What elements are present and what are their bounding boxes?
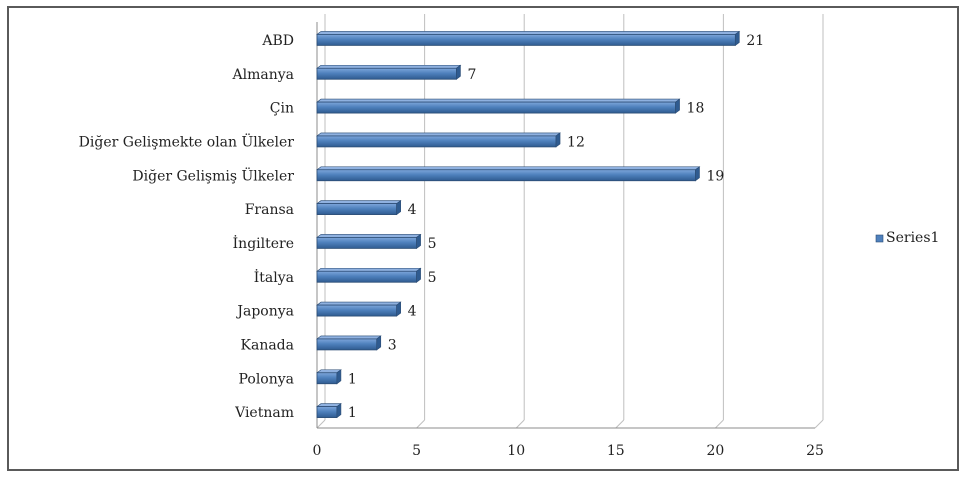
bar-front bbox=[316, 338, 378, 351]
data-label: 5 bbox=[428, 236, 437, 252]
category-label: İngiltere bbox=[233, 234, 294, 252]
bar-end bbox=[456, 64, 461, 80]
data-label: 12 bbox=[567, 134, 585, 150]
bars bbox=[316, 30, 741, 419]
bar-top bbox=[316, 64, 462, 69]
bar bbox=[316, 267, 422, 283]
category-label: İtalya bbox=[254, 268, 294, 286]
data-label: 4 bbox=[408, 304, 417, 320]
bar-front bbox=[316, 169, 696, 182]
bar-end bbox=[675, 98, 680, 114]
bar-front bbox=[316, 406, 338, 418]
bar-end bbox=[336, 369, 342, 385]
bar-end bbox=[735, 30, 740, 47]
category-label: Japonya bbox=[235, 304, 294, 320]
gridline-floor bbox=[715, 419, 724, 429]
category-label: ABD bbox=[261, 33, 294, 49]
bar bbox=[316, 402, 342, 419]
bar-top bbox=[316, 335, 382, 340]
gridline-floor bbox=[316, 419, 326, 429]
bar-front bbox=[316, 304, 398, 317]
bar-front bbox=[316, 135, 557, 148]
data-label: 18 bbox=[687, 101, 705, 117]
category-label: Fransa bbox=[245, 202, 294, 218]
x-tick-label: 10 bbox=[507, 443, 525, 459]
chart-frame bbox=[7, 6, 959, 471]
gridline-floor bbox=[615, 419, 625, 429]
bar-front bbox=[316, 270, 417, 283]
bar-end bbox=[416, 267, 421, 283]
bar-top bbox=[316, 267, 422, 272]
bar-top bbox=[316, 200, 402, 204]
data-label: 1 bbox=[348, 371, 357, 387]
bar-front bbox=[316, 372, 338, 385]
bar bbox=[316, 30, 741, 47]
legend: Series1 bbox=[875, 230, 939, 246]
legend-swatch bbox=[875, 234, 884, 243]
data-label: 1 bbox=[348, 405, 357, 421]
bar-top bbox=[316, 98, 681, 103]
bar-end bbox=[336, 402, 342, 419]
data-label: 21 bbox=[746, 33, 764, 49]
x-tick-label: 20 bbox=[706, 443, 724, 459]
data-label: 5 bbox=[428, 270, 437, 286]
bar bbox=[316, 166, 701, 182]
bar-end bbox=[376, 335, 382, 351]
gridlines bbox=[316, 14, 824, 429]
data-label: 19 bbox=[706, 168, 724, 184]
bar-top bbox=[316, 132, 561, 137]
data-label: 3 bbox=[388, 337, 397, 353]
x-tick-label: 15 bbox=[607, 443, 625, 459]
axes bbox=[316, 22, 815, 429]
category-label: Vietnam bbox=[234, 405, 294, 421]
gridline-floor bbox=[515, 419, 525, 429]
bar-end bbox=[396, 199, 401, 216]
x-tick-label: 5 bbox=[412, 443, 421, 459]
category-label: Diğer Gelişmiş Ülkeler bbox=[132, 166, 294, 184]
bar bbox=[316, 301, 402, 317]
gridline-floor bbox=[416, 419, 425, 429]
bar-end bbox=[555, 132, 561, 148]
bar-top bbox=[316, 166, 701, 171]
bar-top bbox=[316, 234, 422, 238]
gridline-floor bbox=[814, 419, 824, 429]
category-label: Polonya bbox=[239, 371, 294, 387]
bar bbox=[316, 369, 342, 385]
bar bbox=[316, 98, 681, 114]
bar-front bbox=[316, 67, 457, 80]
bar-top bbox=[316, 31, 741, 35]
legend-label: Series1 bbox=[886, 230, 939, 246]
category-label: Kanada bbox=[241, 337, 294, 353]
bar-front bbox=[316, 101, 676, 114]
x-tick-label: 0 bbox=[313, 443, 322, 459]
bar-front bbox=[316, 34, 736, 46]
bar-top bbox=[316, 301, 402, 306]
bar-end bbox=[416, 233, 421, 250]
bar-end bbox=[396, 301, 401, 317]
bar-end bbox=[695, 166, 700, 182]
category-label: Çin bbox=[270, 101, 294, 117]
bar-front bbox=[316, 237, 417, 249]
bar bbox=[316, 335, 382, 351]
data-label: 4 bbox=[408, 202, 417, 218]
bar bbox=[316, 199, 402, 216]
data-label: 7 bbox=[467, 67, 476, 83]
category-label: Almanya bbox=[232, 67, 294, 83]
bar bbox=[316, 132, 561, 148]
bar-front bbox=[316, 203, 398, 215]
category-label: Diğer Gelişmekte olan Ülkeler bbox=[79, 132, 295, 150]
bar bbox=[316, 64, 462, 80]
bar bbox=[316, 233, 422, 250]
x-tick-label: 25 bbox=[806, 443, 824, 459]
